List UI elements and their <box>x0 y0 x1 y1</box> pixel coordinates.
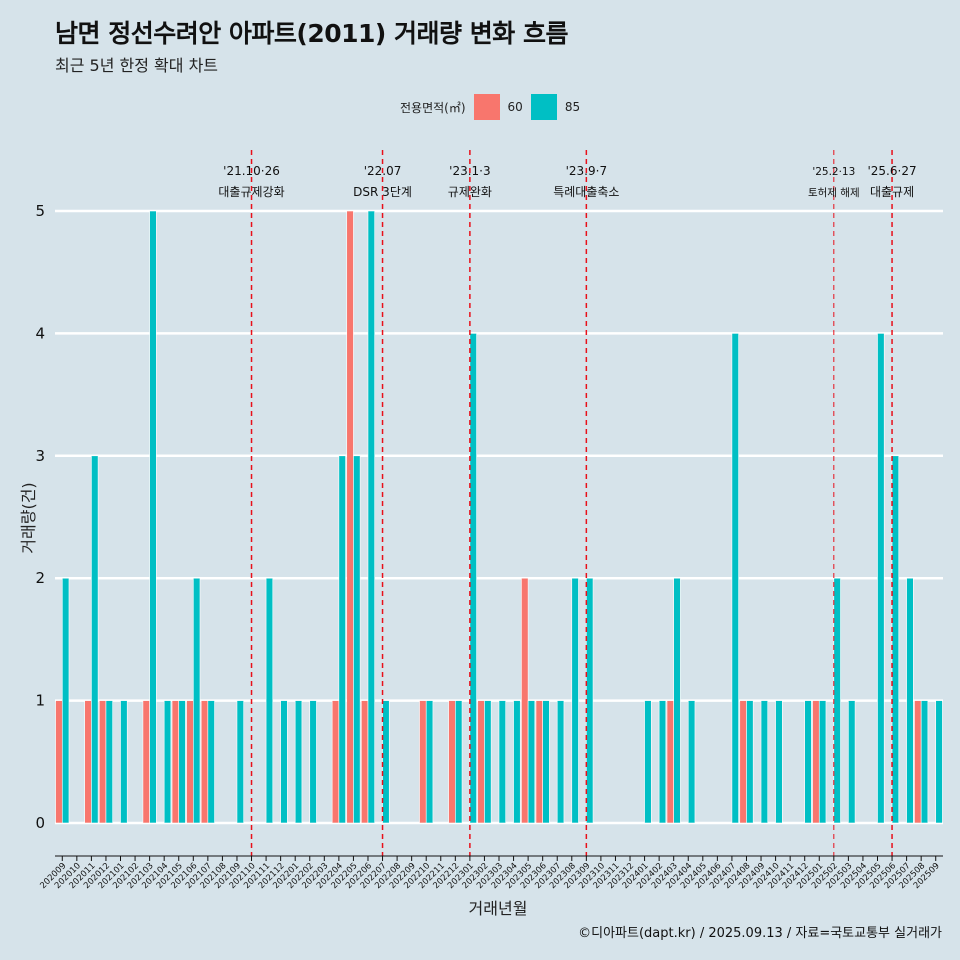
legend: 전용면적(㎡) 60 85 <box>400 93 588 121</box>
bar-85-202109 <box>236 700 244 824</box>
bar-85-202508 <box>920 700 929 824</box>
event-date-label: '25.6·27 <box>867 164 916 178</box>
y-tick-label: 1 <box>35 692 45 710</box>
bar-60-202408 <box>739 700 747 824</box>
bar-60-202306 <box>535 700 543 824</box>
bar-60-202107 <box>200 700 209 824</box>
bar-85-202404 <box>687 700 696 824</box>
bar-85-202507 <box>906 577 914 824</box>
bar-85-202009 <box>61 577 70 824</box>
bar-85-202402 <box>658 700 667 824</box>
bar-85-202106 <box>192 577 201 824</box>
bar-85-202212 <box>455 700 463 824</box>
bar-60-202205 <box>346 210 354 824</box>
event-name-label: 대출규제 <box>870 185 914 199</box>
legend-title: 전용면적(㎡) <box>400 100 466 115</box>
y-axis-title: 거래량(건) <box>19 482 38 553</box>
bar-85-202104 <box>163 700 172 824</box>
bars <box>55 210 943 824</box>
bar-60-202105 <box>171 700 180 824</box>
event-date-label: '23.9·7 <box>566 164 607 178</box>
bar-85-202205 <box>353 455 361 824</box>
event-date-label: '22.07 <box>364 164 402 178</box>
bar-85-202407 <box>731 333 739 824</box>
bar-85-202012 <box>105 700 113 824</box>
bar-60-202206 <box>360 700 369 824</box>
event-markers: '21.10·26 대출규제강화 '22.07 DSR 3단계 '23.1·3 규제완화 '… <box>218 150 917 856</box>
event-date-label: '21.10·26 <box>223 164 280 178</box>
event-date-label: '23.1·3 <box>449 164 490 178</box>
bar-85-202505 <box>877 333 885 824</box>
legend-label-60: 60 <box>507 100 523 114</box>
event-name-label: DSR 3단계 <box>353 185 412 199</box>
bar-85-202107 <box>207 700 215 824</box>
caption: ©디아파트(dapt.kr) / 2025.09.13 / 자료=국토교통부 실… <box>578 926 942 941</box>
bar-85-202502 <box>833 577 841 824</box>
y-tick-label: 2 <box>35 569 45 587</box>
bar-60-202012 <box>98 700 107 824</box>
bar-85-202509 <box>935 700 943 824</box>
y-tick-label: 4 <box>35 324 45 342</box>
event-name-label: 대출규제강화 <box>218 185 284 199</box>
bar-85-202409 <box>760 700 769 824</box>
bar-60-202204 <box>331 700 340 824</box>
bar-85-202202 <box>309 700 317 824</box>
bar-85-202309 <box>586 577 594 824</box>
bar-85-202501 <box>818 700 827 824</box>
bar-85-202304 <box>513 700 521 824</box>
bar-85-202111 <box>265 577 274 824</box>
bar-85-202101 <box>120 700 128 824</box>
bar-85-202308 <box>571 577 579 824</box>
bar-60-202106 <box>186 700 194 824</box>
event-name-label: 규제완화 <box>448 185 492 199</box>
bar-85-202011 <box>91 455 99 824</box>
legend-swatch-60 <box>473 94 500 120</box>
bar-60-202305 <box>521 577 529 824</box>
bar-60-202403 <box>666 700 674 824</box>
bar-85-202204 <box>338 455 346 824</box>
bar-85-202301 <box>469 333 477 824</box>
bar-85-202403 <box>673 577 681 824</box>
chart-title: 남면 정선수려안 아파트(2011) 거래량 변화 흐름 <box>55 19 568 48</box>
bar-85-202307 <box>556 700 565 824</box>
bar-85-202105 <box>178 700 186 824</box>
bar-85-202112 <box>280 700 288 824</box>
event-name-label: 특례대출축소 <box>553 185 619 199</box>
bar-85-202207 <box>382 700 390 824</box>
bar-85-202303 <box>498 700 506 824</box>
y-tick-label: 5 <box>35 202 45 220</box>
bar-85-202103 <box>149 210 157 824</box>
bar-85-202305 <box>527 700 536 824</box>
y-tick-label: 3 <box>35 447 45 465</box>
bar-60-202103 <box>142 700 150 824</box>
chart-subtitle: 최근 5년 한정 확대 차트 <box>55 56 219 75</box>
x-axis-title: 거래년월 <box>469 899 528 918</box>
bar-85-202401 <box>644 700 652 824</box>
bar-85-202503 <box>848 700 856 824</box>
bar-85-202306 <box>542 700 550 824</box>
bar-85-202210 <box>425 700 434 824</box>
bar-60-202212 <box>448 700 456 824</box>
bar-85-202408 <box>746 700 754 824</box>
legend-swatch-85 <box>530 94 557 120</box>
event-name-label: 토허제 해제 <box>808 186 860 199</box>
bar-60-202302 <box>477 700 485 824</box>
bar-60-202009 <box>55 700 63 824</box>
y-tick-label: 0 <box>35 814 45 832</box>
event-date-label: '25.2·13 <box>812 166 855 178</box>
legend-label-85: 85 <box>564 100 581 114</box>
bar-85-202410 <box>775 700 783 824</box>
bar-60-202501 <box>812 700 820 824</box>
bar-60-202210 <box>419 700 427 824</box>
bar-85-202412 <box>804 700 812 824</box>
bar-85-202201 <box>294 700 303 824</box>
bar-60-202011 <box>84 700 92 824</box>
bar-85-202506 <box>891 455 900 824</box>
bar-85-202206 <box>367 210 375 824</box>
bar-85-202302 <box>484 700 492 824</box>
bar-60-202508 <box>914 700 922 824</box>
